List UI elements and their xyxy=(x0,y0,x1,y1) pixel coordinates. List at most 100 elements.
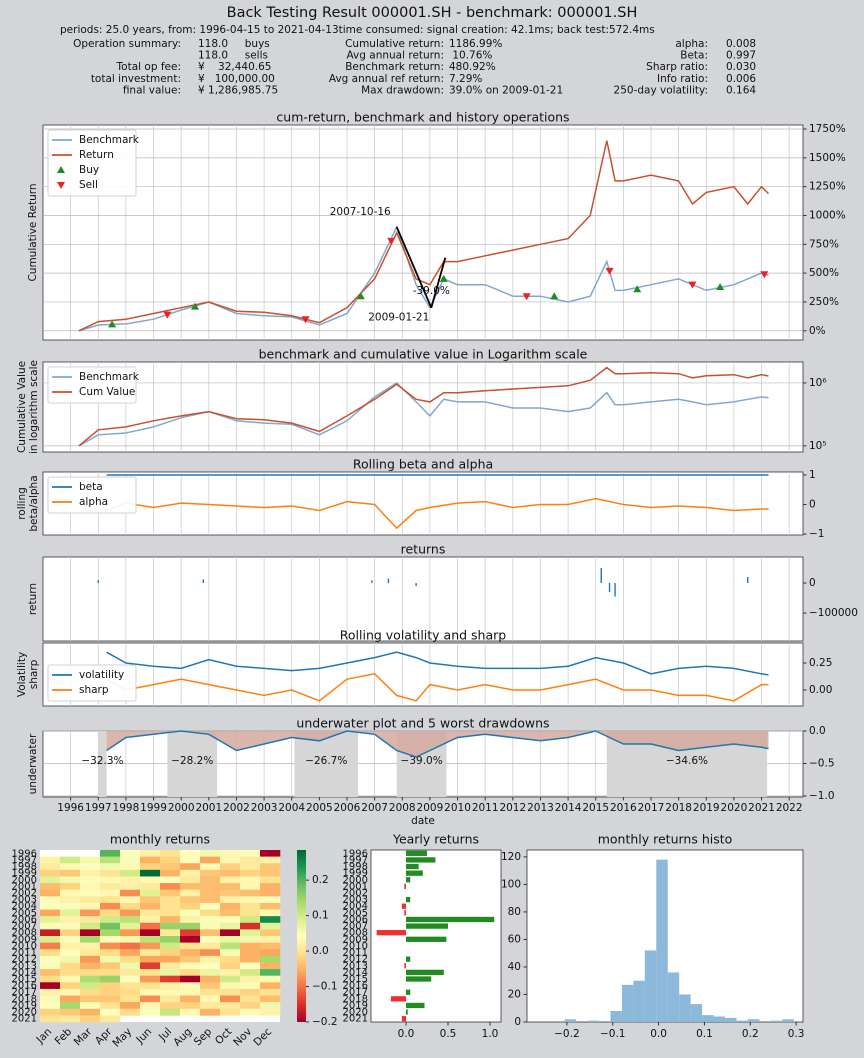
heatmap-cell xyxy=(140,942,161,950)
row-label: 2013 xyxy=(12,961,37,972)
hist-bar xyxy=(782,1019,794,1022)
x-tick-label: 0.5 xyxy=(440,1028,457,1040)
heatmap-cell xyxy=(140,1008,161,1016)
heatmap-cell xyxy=(140,988,161,996)
heatmap-cell xyxy=(260,995,281,1003)
heatmap-cell xyxy=(220,922,241,930)
heatmap-cell xyxy=(40,942,61,950)
heatmap-cell xyxy=(240,982,261,990)
heatmap-cell xyxy=(160,936,181,943)
plot-area xyxy=(370,849,502,1023)
heatmap-cell xyxy=(100,936,121,943)
heatmap-cell xyxy=(160,969,181,976)
heatmap-cell xyxy=(80,936,101,943)
colorbar-tick-label: −0.2 xyxy=(312,1016,338,1028)
y-tick-label: −1 xyxy=(809,528,824,540)
heatmap-cell xyxy=(80,863,101,871)
heatmap-cell xyxy=(180,962,201,970)
y-tick-label: 2015 xyxy=(343,974,368,985)
heatmap-cell xyxy=(180,949,201,957)
heatmap-cell xyxy=(100,1002,121,1010)
row-label: 2019 xyxy=(12,1000,37,1011)
summary-value: 480.92% xyxy=(449,61,496,73)
heatmap-cell xyxy=(240,975,261,983)
heatmap-cell xyxy=(100,995,121,1003)
x-tick-label: 2017 xyxy=(638,802,665,814)
x-tick-label: 1997 xyxy=(85,802,112,814)
heatmap-cell xyxy=(180,896,201,904)
heatmap-cell xyxy=(100,850,121,857)
summary-label: total investment: xyxy=(91,73,181,85)
colorbar-tick-label: 0.2 xyxy=(312,874,329,886)
heatmap-cell xyxy=(60,942,81,950)
row-label: 2017 xyxy=(12,987,37,998)
heatmap-cell xyxy=(100,889,121,897)
legend xyxy=(47,129,137,197)
x-tick-label: 2005 xyxy=(306,802,333,814)
heatmap-cell xyxy=(40,1008,61,1016)
y-tick-label: 2010 xyxy=(343,941,368,952)
x-tick-label: 1.0 xyxy=(482,1028,499,1040)
summary-label: Avg annual return: xyxy=(346,50,444,62)
heatmap-cell xyxy=(200,869,221,877)
y-axis-label: in logarithm scale xyxy=(28,360,40,454)
heatmap-cell xyxy=(240,962,261,970)
heatmap-cell xyxy=(220,988,241,996)
buy-marker xyxy=(633,285,642,293)
heatmap-cell xyxy=(260,902,281,910)
heatmap-cell xyxy=(60,1002,81,1010)
heatmap-cell xyxy=(260,929,281,937)
heatmap-cell xyxy=(220,936,241,943)
column-label: Jun xyxy=(133,1026,154,1047)
row-label: 2020 xyxy=(12,1007,37,1018)
periods-line: periods: 25.0 years, from: 1996-04-15 to… xyxy=(60,24,655,36)
y-tick-label: 250% xyxy=(809,296,839,308)
chart-title: monthly returns xyxy=(110,832,210,847)
return-bar xyxy=(614,583,616,597)
heatmap-cell xyxy=(40,936,61,943)
heatmap-cell xyxy=(160,902,181,910)
hist-bar xyxy=(633,980,645,1022)
y-axis-label: Volatility xyxy=(16,652,28,697)
heatmap-cell xyxy=(60,869,81,877)
heatmap-cell xyxy=(220,896,241,904)
drawdown-span xyxy=(167,731,218,797)
buy-marker xyxy=(356,292,365,300)
buy-marker xyxy=(550,292,559,300)
annotation: 2007-10-16 xyxy=(330,206,391,218)
heatmap-cell xyxy=(140,982,161,990)
heatmap-cell xyxy=(40,909,61,917)
heatmap-cell xyxy=(40,975,61,983)
heatmap-cell xyxy=(80,988,101,996)
bar xyxy=(404,910,407,916)
legend xyxy=(47,476,137,514)
x-tick-label: 0.0 xyxy=(398,1028,415,1040)
heatmap-cell xyxy=(160,916,181,924)
heatmap-cell xyxy=(240,889,261,897)
heatmap-cell xyxy=(120,1002,141,1010)
heatmap-cell xyxy=(260,883,281,890)
heatmap-cell xyxy=(40,883,61,890)
colorbar-tick-label: −0.1 xyxy=(312,981,338,993)
heatmap-cell xyxy=(120,909,141,917)
heatmap-cell xyxy=(80,982,101,990)
heatmap-cell xyxy=(120,863,141,871)
row-label: 2014 xyxy=(12,967,37,978)
heatmap-cell xyxy=(120,889,141,897)
heatmap-cell xyxy=(80,1015,101,1023)
heatmap-cell xyxy=(40,988,61,996)
heatmap-cell xyxy=(220,856,241,864)
return-bar xyxy=(608,583,611,593)
heatmap-cell xyxy=(220,1002,241,1010)
heatmap-cell xyxy=(200,916,221,924)
summary-value: 118.0 buys xyxy=(198,38,270,50)
heatmap-cell xyxy=(200,856,221,864)
heatmap-cell xyxy=(180,955,201,963)
heatmap-cell xyxy=(140,863,161,871)
column-label: Dec xyxy=(251,1026,274,1049)
series-line xyxy=(106,672,769,702)
y-tick-label: 0 xyxy=(514,1016,521,1028)
return-bar xyxy=(600,568,602,584)
x-tick-label: 2015 xyxy=(582,802,609,814)
heatmap-cell xyxy=(100,896,121,904)
